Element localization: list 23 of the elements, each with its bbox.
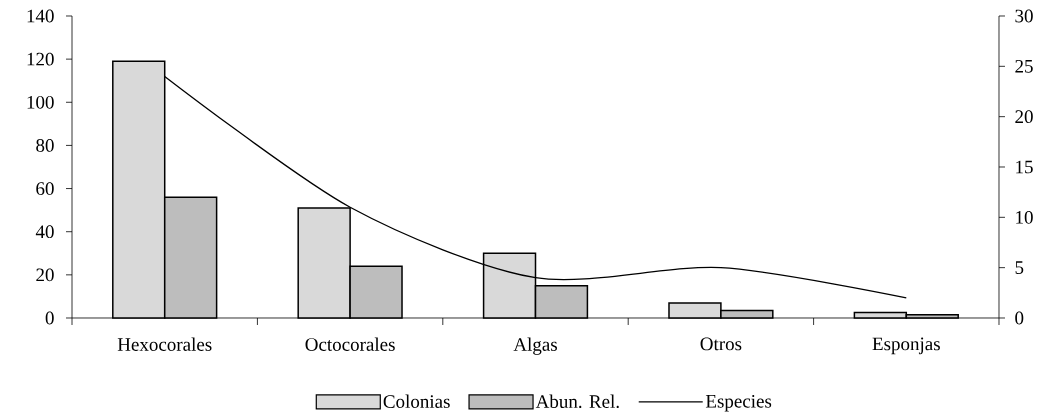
y2-tick-label: 0 — [1015, 311, 1024, 325]
legend-label: Colonias — [383, 394, 450, 408]
y2-tick-label: 25 — [1015, 59, 1033, 73]
x-tick-label: Octocorales — [305, 337, 395, 351]
x-tick-label: Otros — [700, 337, 742, 351]
y2-tick-label: 20 — [1015, 110, 1033, 124]
y-tick-label: 80 — [36, 139, 54, 152]
legend-label: Especies — [705, 394, 772, 412]
legend-label: Abun. Rel. — [535, 394, 619, 409]
y-tick-label: 40 — [35, 225, 54, 239]
y-tick-label: 140 — [27, 9, 54, 23]
y-tick-label: 120 — [27, 52, 54, 66]
x-tick-label: Esponjas — [872, 337, 940, 355]
y2-tick-label: 15 — [1016, 160, 1033, 174]
y-tick-label: 0 — [45, 311, 54, 325]
y2-tick-label: 30 — [1015, 9, 1033, 23]
y2-tick-label: 5 — [1015, 261, 1024, 274]
y-tick-label: 20 — [36, 268, 54, 282]
x-tick-label: Algas — [513, 337, 557, 355]
y2-tick-label: 10 — [1016, 210, 1033, 224]
x-tick-label: Hexocorales — [117, 337, 212, 351]
y-tick-label: 60 — [36, 182, 54, 195]
y-tick-label: 100 — [27, 95, 54, 109]
